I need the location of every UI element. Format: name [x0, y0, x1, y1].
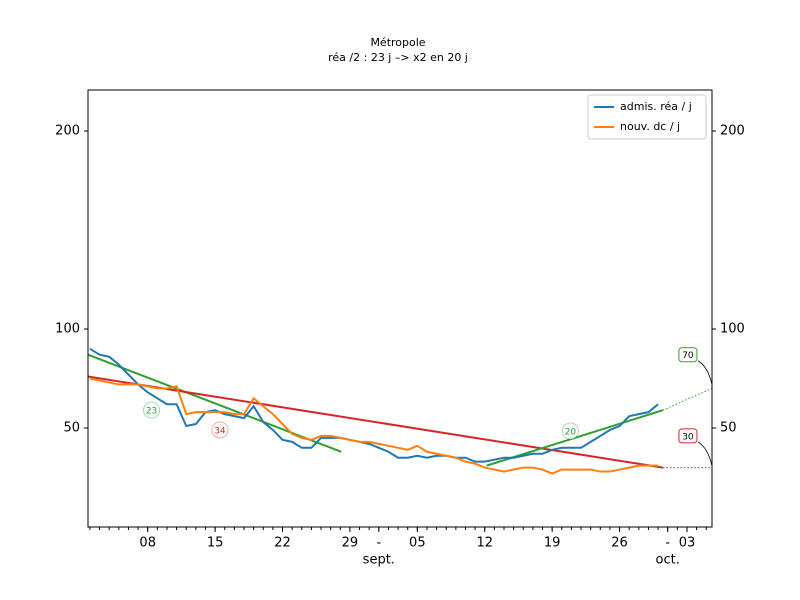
annotation-arrow: [697, 360, 713, 385]
y-tick-label: 50: [63, 420, 80, 435]
y2-tick-label: 50: [720, 420, 737, 435]
x-tick-label: 26: [611, 536, 628, 551]
annotation-box: [678, 428, 698, 444]
series-line: [89, 377, 659, 475]
y-tick-label: 200: [55, 123, 80, 138]
plot-frame: [87, 89, 713, 528]
annotation-label: 30: [682, 432, 694, 442]
x-tick-label: 03: [679, 536, 696, 551]
y2-tick-label: 200: [720, 123, 745, 138]
x-tick-label: 08: [139, 536, 156, 551]
annotation-circle: [561, 422, 579, 440]
month-label: sept.: [363, 553, 395, 568]
x-tick-label: 19: [544, 536, 561, 551]
y-tick-label: 100: [55, 321, 80, 336]
plot: [88, 347, 712, 475]
legend-label: nouv. dc / j: [620, 120, 680, 133]
annotation-label: 23: [146, 407, 157, 417]
chart-title: Métropole: [370, 36, 425, 49]
x-tick-label: 12: [476, 536, 493, 551]
month-label: oct.: [656, 553, 680, 568]
annotation-label: 34: [214, 426, 226, 436]
annotation-box: [678, 347, 698, 363]
x-tick-label: -: [376, 536, 381, 551]
annotation-label: 20: [565, 427, 577, 437]
legend-label: admis. réa / j: [620, 100, 692, 113]
annotation-circle: [143, 401, 161, 419]
x-tick-label: -: [665, 536, 670, 551]
chart-subtitle: réa /2 : 23 j –> x2 en 20 j: [328, 51, 468, 64]
x-tick-label: 05: [409, 536, 426, 551]
trend-line: [88, 375, 664, 469]
annotation-arrow: [697, 441, 713, 467]
annotation-label: 70: [682, 351, 694, 361]
annotation-circle: [211, 421, 229, 439]
y2-tick-label: 100: [720, 321, 745, 336]
x-tick-label: 15: [207, 536, 224, 551]
series-line: [89, 347, 659, 463]
x-tick-label: 29: [342, 536, 359, 551]
x-tick-label: 22: [274, 536, 291, 551]
legend-box: [587, 94, 707, 140]
trend-line: [88, 353, 342, 453]
